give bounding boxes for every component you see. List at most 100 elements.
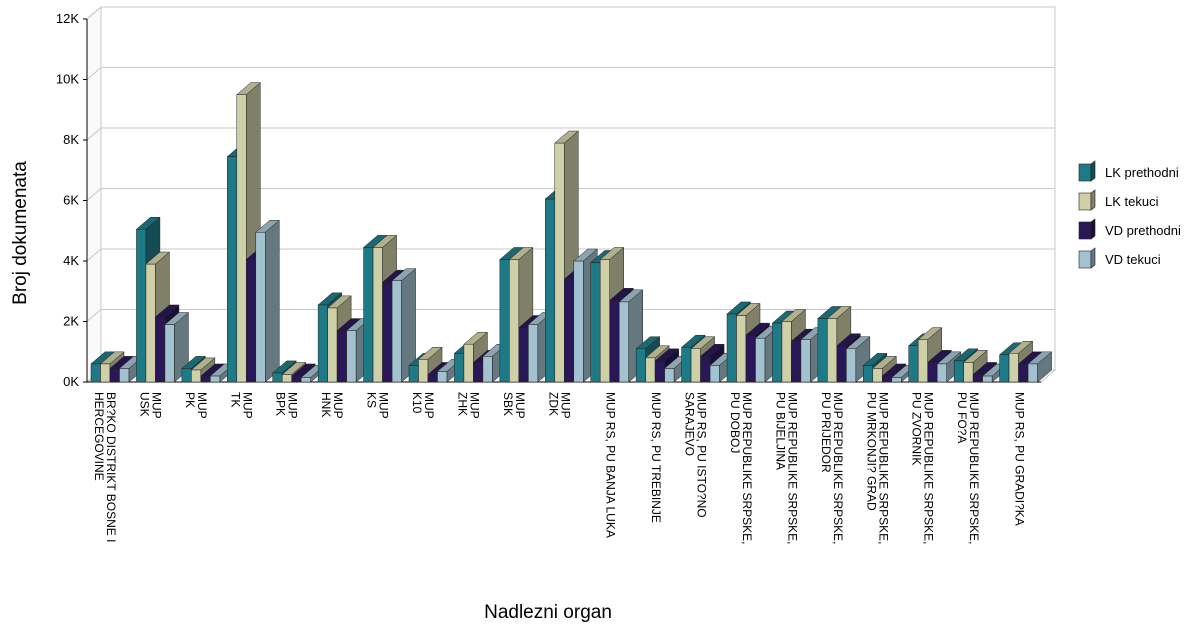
category-label: MUPK10 bbox=[410, 392, 436, 419]
legend-swatch bbox=[1078, 163, 1092, 182]
bar-front bbox=[645, 357, 656, 383]
category-label-line: MUP REPUBLIKE SRPSKE, bbox=[876, 392, 890, 545]
category-label-line: PU FO?A bbox=[955, 392, 969, 443]
bar-front bbox=[528, 324, 539, 383]
bar-front bbox=[917, 339, 928, 383]
bar-front bbox=[473, 362, 484, 383]
bar-front bbox=[982, 375, 993, 383]
bar-front bbox=[246, 259, 257, 383]
category-label-line: MUP bbox=[331, 392, 345, 419]
category-label: MUPSBK bbox=[501, 392, 527, 419]
bar-top bbox=[836, 333, 862, 346]
bar-top bbox=[862, 353, 888, 366]
x-axis-title: Nadlezni organ bbox=[484, 602, 612, 623]
bar-front bbox=[155, 316, 166, 383]
bar-front bbox=[800, 339, 811, 383]
bar-top bbox=[872, 356, 897, 369]
bar-front bbox=[872, 368, 883, 383]
bar-front bbox=[363, 247, 374, 383]
bar-vd-tekuci bbox=[1027, 351, 1053, 383]
bar-top bbox=[699, 344, 725, 357]
bar-front bbox=[999, 354, 1010, 383]
y-tick-label: 10K bbox=[56, 72, 79, 87]
bar-front bbox=[181, 368, 192, 383]
bar-front bbox=[745, 334, 756, 383]
bar-front bbox=[509, 259, 520, 383]
bar-top bbox=[508, 247, 534, 260]
bar-vd-tekuci bbox=[164, 311, 190, 383]
category-label-line: PU ZVORNIK bbox=[910, 392, 924, 465]
category-label-line: MUP bbox=[467, 392, 481, 419]
category-label-line: PU MRKONJI? GRAD bbox=[864, 392, 878, 511]
category-label: MUPUSK bbox=[137, 392, 163, 419]
bar-front bbox=[972, 374, 983, 383]
bar-top bbox=[618, 289, 644, 303]
category-label-line: MUP bbox=[422, 392, 436, 419]
bar-top bbox=[99, 351, 125, 365]
legend-swatch-side bbox=[1090, 218, 1096, 240]
bar-top bbox=[391, 268, 417, 281]
legend-swatch-side bbox=[1090, 189, 1096, 211]
bar-vd-tekuci bbox=[255, 219, 280, 383]
category-label-line: MUP REPUBLIKE SRPSKE, bbox=[785, 392, 799, 545]
category-label: MUP RS, PU ISTO?NOSARAJEVO bbox=[683, 392, 709, 518]
gridline bbox=[86, 6, 1055, 20]
category-label-line: TK bbox=[228, 392, 242, 407]
bar-front bbox=[755, 337, 766, 383]
gridline bbox=[86, 67, 1055, 80]
category-label: BR?KO DISTRIKT BOSNE IHERCEGOVINE bbox=[92, 392, 118, 542]
bar-top bbox=[135, 216, 161, 230]
legend-label: LK prethodni bbox=[1105, 165, 1179, 180]
bar-top bbox=[291, 363, 316, 377]
category-label-line: MUP RS, PU TREBINJE bbox=[649, 392, 663, 523]
legend-label: LK tekuci bbox=[1105, 194, 1159, 209]
bar-top bbox=[236, 82, 261, 95]
bar-top bbox=[372, 235, 398, 248]
legend-item: VD tekuci bbox=[1078, 247, 1161, 269]
bar-front bbox=[690, 348, 701, 383]
y-tick-label: 6K bbox=[63, 193, 79, 208]
bar-top bbox=[145, 251, 171, 265]
bar-front bbox=[599, 259, 610, 383]
y-tick-label: 12K bbox=[56, 11, 79, 26]
bar-front bbox=[317, 304, 328, 383]
category-label-line: MUP bbox=[286, 392, 300, 419]
category-label: MUPBPK bbox=[274, 392, 300, 419]
category-label-line: SBK bbox=[501, 392, 515, 416]
bar-top bbox=[417, 347, 443, 360]
category-label: MUP RS, PU TREBINJE bbox=[649, 392, 663, 523]
bar-front bbox=[882, 375, 893, 383]
bar-front bbox=[391, 280, 402, 383]
category-label-line: MUP REPUBLIKE SRPSKE, bbox=[831, 392, 845, 545]
y-tick-label: 8K bbox=[63, 132, 79, 147]
chart-category-labels: BR?KO DISTRIKT BOSNE IHERCEGOVINE MUPUSK M… bbox=[92, 392, 1027, 545]
category-label-line: HNK bbox=[319, 392, 333, 417]
y-tick-label: 0K bbox=[63, 374, 79, 389]
bar-front bbox=[827, 318, 838, 383]
bar-front bbox=[908, 345, 919, 383]
bar-top bbox=[927, 350, 952, 363]
category-label-line: MUP REPUBLIKE SRPSKE, bbox=[740, 392, 754, 545]
bar-top bbox=[826, 306, 852, 319]
category-label-line: ZHK bbox=[455, 392, 469, 416]
bar-front bbox=[463, 343, 474, 383]
y-axis-title: Broj dokumenata bbox=[10, 161, 31, 305]
bar-top bbox=[972, 362, 998, 375]
bar-front bbox=[635, 348, 646, 383]
category-label-line: MUP REPUBLIKE SRPSKE, bbox=[967, 392, 981, 545]
bar-front bbox=[136, 228, 147, 383]
category-label-line: HERCEGOVINE bbox=[92, 392, 106, 481]
category-label-line: USK bbox=[137, 392, 151, 417]
bar-top bbox=[554, 130, 579, 144]
bar-front bbox=[346, 330, 357, 383]
bar-top bbox=[326, 295, 352, 309]
y-tick-label: 2K bbox=[63, 314, 79, 329]
bar-top bbox=[936, 351, 962, 365]
category-label: MUP RS, PU BANJA LUKA bbox=[604, 392, 618, 538]
category-label-line: MUP bbox=[149, 392, 163, 419]
bar-top bbox=[1027, 351, 1053, 365]
bar-front bbox=[164, 324, 175, 383]
chart-legend: LK prethodni LK tekuci VD prethodni VD teku… bbox=[1078, 160, 1181, 269]
category-label: MUP REPUBLIKE SRPSKE,PU ZVORNIK bbox=[910, 392, 936, 545]
category-label: MUP REPUBLIKE SRPSKE,PU PRIJEDOR bbox=[819, 392, 845, 545]
